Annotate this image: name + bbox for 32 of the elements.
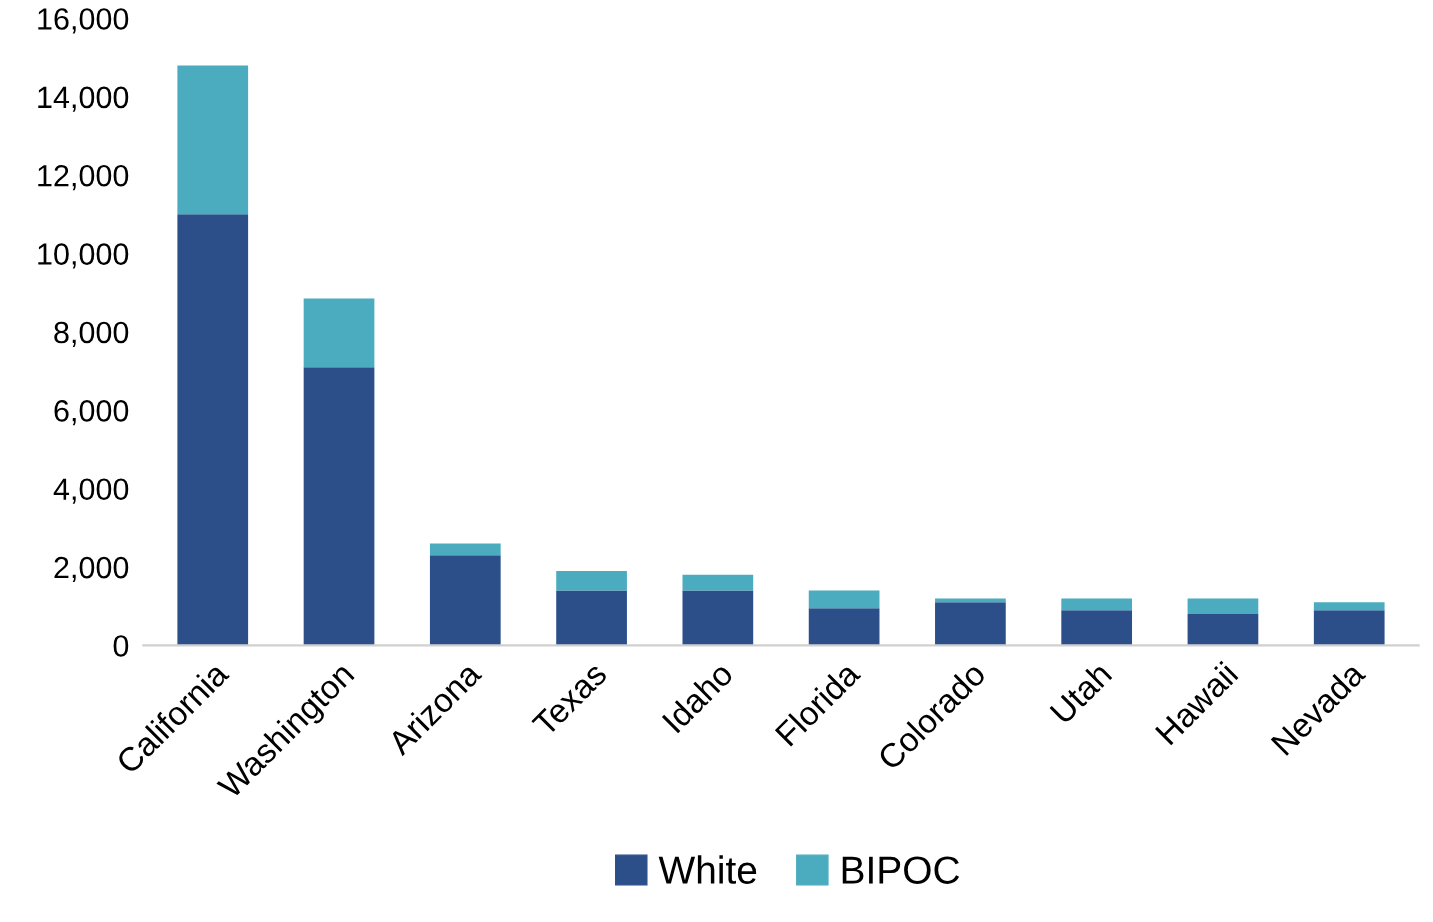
bar — [1187, 598, 1259, 615]
bar — [1061, 610, 1133, 646]
legend-label: White — [658, 855, 757, 884]
bar — [1187, 614, 1259, 646]
y-tick-label: 12,000 — [38, 164, 129, 191]
bar — [556, 570, 627, 591]
bar — [808, 590, 880, 609]
bar — [808, 608, 880, 646]
bar — [682, 590, 754, 646]
legend-label: BIPOC — [842, 856, 960, 884]
bar — [682, 574, 754, 591]
bar — [177, 214, 249, 646]
bar — [1061, 598, 1133, 611]
y-tick-label: 6,000 — [54, 400, 129, 426]
y-tick-label: 8,000 — [54, 321, 129, 347]
y-tick-label: 4,000 — [53, 478, 129, 504]
bar — [935, 598, 1006, 603]
bar — [1313, 602, 1385, 611]
y-tick-label: 10,000 — [38, 243, 129, 269]
bar — [429, 543, 501, 556]
y-tick-label: 2,000 — [54, 556, 129, 583]
bar — [303, 298, 375, 368]
bar — [303, 367, 375, 646]
y-tick-label: 14,000 — [38, 86, 129, 112]
y-tick-label: 16,000 — [38, 8, 129, 34]
bar — [429, 555, 501, 646]
y-tick-label: 0 — [113, 635, 129, 657]
bar — [1313, 610, 1385, 646]
bar — [177, 65, 249, 215]
x-tick-label: Utah — [1048, 660, 1113, 725]
bar — [935, 602, 1006, 646]
bar — [556, 590, 627, 646]
